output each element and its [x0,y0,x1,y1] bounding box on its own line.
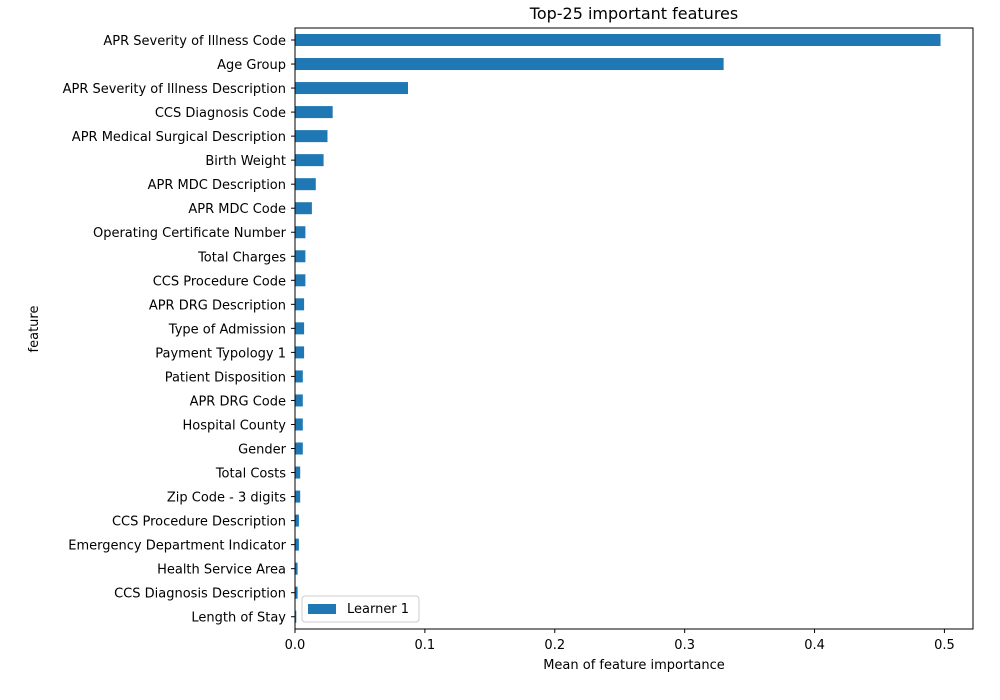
y-tick-label: Type of Admission [168,322,286,337]
bar [295,346,305,359]
chart-title: Top-25 important features [529,4,738,23]
y-tick-label: Birth Weight [205,154,286,169]
y-tick-label: Length of Stay [191,611,286,626]
y-tick-label: APR Severity of Illness Code [103,34,286,49]
y-tick-label: CCS Diagnosis Description [114,587,286,602]
bar [295,58,724,71]
bar [295,442,303,455]
y-tick-label: APR DRG Code [190,394,286,409]
legend-swatch [308,604,336,614]
bar [295,322,305,335]
y-tick-label: CCS Procedure Description [112,515,286,530]
bar [295,370,303,383]
bar [295,130,328,143]
y-tick-label: CCS Diagnosis Code [155,106,286,121]
bar [295,586,298,599]
y-tick-label: Health Service Area [157,563,286,578]
y-axis-label: feature [27,306,42,353]
bar [295,202,312,215]
y-axis-ticks: APR Severity of Illness Code Age Group APR… [63,34,295,626]
bar [295,106,333,119]
y-tick-label: Payment Typology 1 [155,346,286,361]
bar [295,610,297,623]
x-tick-label: 0.0 [285,638,306,653]
y-tick-label: Patient Disposition [165,370,286,385]
y-tick-label: Operating Certificate Number [93,226,287,241]
bar [295,394,303,407]
y-tick-label: Hospital County [183,418,287,433]
y-tick-label: Total Charges [197,250,286,265]
x-tick-label: 0.3 [674,638,695,653]
bar [295,226,306,239]
bar [295,82,408,95]
y-tick-label: Age Group [217,58,286,73]
bar [295,514,299,527]
bar [295,490,301,503]
x-axis-label: Mean of feature importance [543,658,725,673]
bar [295,538,299,551]
y-tick-label: CCS Procedure Code [153,274,286,289]
bar [295,178,316,191]
legend-box [301,595,420,623]
legend-label: Learner 1 [347,602,409,617]
y-tick-label: APR MDC Description [148,178,286,193]
bar [295,34,941,46]
bar [295,466,301,479]
bar [295,562,298,575]
y-tick-label: APR Severity of Illness Description [63,82,286,97]
x-axis-ticks: 0.0 0.1 0.2 0.3 0.4 0.5 [285,629,955,653]
y-tick-label: Zip Code - 3 digits [167,491,286,506]
y-tick-label: Emergency Department Indicator [68,539,286,554]
x-tick-label: 0.4 [804,638,825,653]
bar [295,154,324,167]
bar [295,250,306,263]
y-tick-label: Gender [238,443,287,458]
y-tick-label: Total Costs [215,467,286,482]
y-tick-label: APR DRG Description [149,298,286,313]
x-tick-label: 0.1 [415,638,436,653]
bars-layer [295,34,941,623]
bar [295,418,303,431]
plot-area-frame [294,27,974,630]
y-tick-label: APR Medical Surgical Description [72,130,286,145]
x-tick-label: 0.5 [934,638,955,653]
legend: Learner 1 [301,595,420,623]
bar [295,274,306,287]
x-tick-label: 0.2 [544,638,565,653]
y-tick-label: APR MDC Code [188,202,286,217]
bar [295,298,305,311]
